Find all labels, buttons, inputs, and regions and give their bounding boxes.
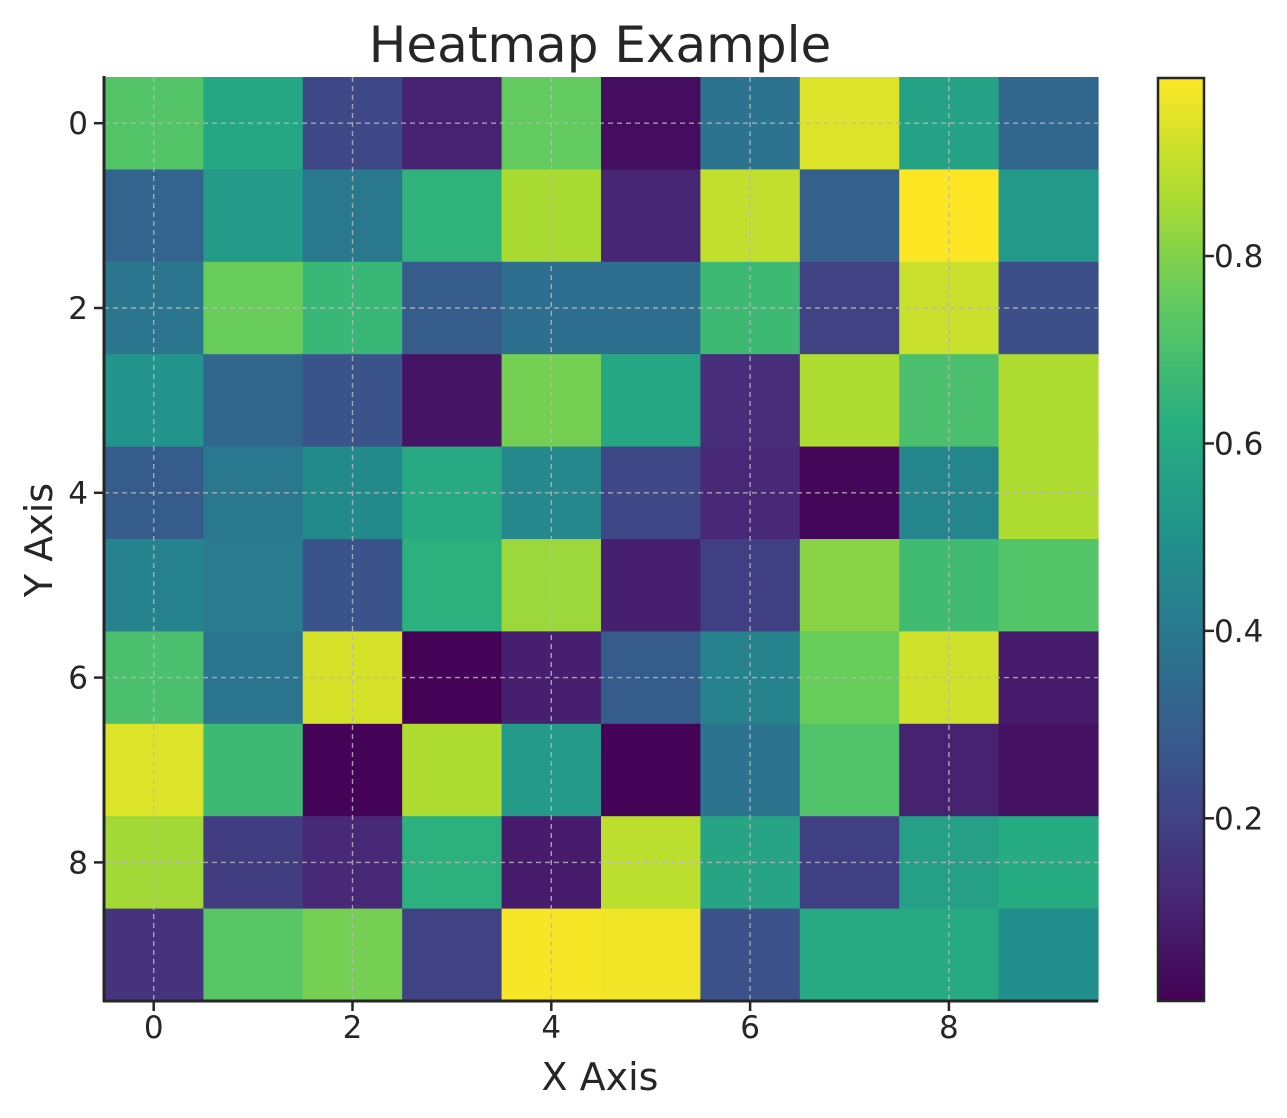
heatmap-cell: [799, 816, 900, 910]
heatmap-cell: [998, 723, 1099, 817]
x-tick-label: 6: [740, 1010, 760, 1046]
heatmap-cell: [402, 816, 503, 910]
colorbar-tick-label: 0.4: [1214, 614, 1263, 650]
y-tick-label: 4: [68, 476, 88, 512]
heatmap-cell: [402, 77, 503, 170]
heatmap-cell: [799, 539, 900, 632]
heatmap-cell: [799, 354, 900, 448]
heatmap-cell: [799, 723, 900, 817]
heatmap-cell: [601, 816, 701, 910]
heatmap-cell: [601, 77, 701, 170]
x-tick-label: 0: [144, 1010, 164, 1046]
colorbar-tick-label: 0.2: [1214, 801, 1263, 837]
y-tick-label: 2: [68, 291, 88, 327]
x-axis-ticks: 0 2 4 6 8: [144, 1001, 959, 1046]
heatmap-cell: [203, 539, 304, 632]
heatmap-cell: [402, 723, 503, 817]
heatmap-cell: [203, 908, 304, 1002]
heatmap-cell: [601, 631, 701, 725]
heatmap-cell: [203, 723, 304, 817]
y-tick-label: 6: [68, 661, 88, 697]
heatmap-cell: [601, 261, 701, 355]
gridlines: [104, 77, 1098, 1001]
heatmap-cell: [402, 631, 503, 725]
heatmap-cell: [601, 354, 701, 448]
heatmap-cell: [203, 169, 304, 263]
colorbar-tick-label: 0.8: [1214, 239, 1263, 275]
heatmap-cell: [402, 539, 503, 632]
heatmap-cell: [799, 446, 900, 540]
heatmap-cell: [799, 631, 900, 725]
x-tick-label: 2: [343, 1010, 363, 1046]
heatmap-cell: [601, 723, 701, 817]
heatmap-cell: [998, 539, 1099, 632]
heatmap-cell: [799, 77, 900, 170]
x-axis-label: X Axis: [542, 1055, 659, 1099]
colorbar-gradient: [1156, 76, 1206, 1003]
heatmap-cell: [799, 169, 900, 263]
heatmap-cell: [203, 354, 304, 448]
heatmap-cell: [601, 539, 701, 632]
colorbar: 0.2 0.4 0.6 0.8: [1156, 76, 1263, 1003]
y-tick-label: 8: [68, 845, 88, 881]
heatmap-cell: [998, 908, 1099, 1002]
heatmap-cell: [601, 446, 701, 540]
colorbar-ticks: 0.2 0.4 0.6 0.8: [1204, 239, 1263, 837]
heatmap-cell: [799, 261, 900, 355]
heatmap-cell: [799, 908, 900, 1002]
x-tick-label: 8: [939, 1010, 959, 1046]
heatmap-cell: [402, 261, 503, 355]
y-axis-label: Y Axis: [17, 483, 61, 598]
x-tick-label: 4: [541, 1010, 561, 1046]
heatmap-cell: [402, 354, 503, 448]
heatmap-cell: [402, 169, 503, 263]
heatmap-cell: [402, 446, 503, 540]
heatmap-cell: [601, 908, 701, 1002]
heatmap-cell: [601, 169, 701, 263]
y-tick-label: 0: [68, 106, 88, 142]
heatmap-cell: [998, 354, 1099, 448]
colorbar-tick-label: 0.6: [1214, 426, 1263, 462]
chart-title: Heatmap Example: [369, 16, 832, 74]
heatmap-cell: [402, 908, 503, 1002]
y-axis-ticks: 0 2 4 6 8: [68, 106, 104, 881]
heatmap-cell: [998, 169, 1099, 263]
